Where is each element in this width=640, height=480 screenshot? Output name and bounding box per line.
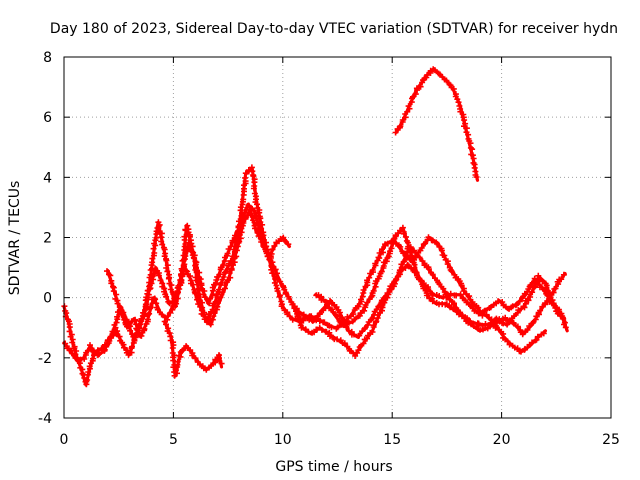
series-markers	[161, 318, 225, 379]
x-axis-label: GPS time / hours	[275, 459, 392, 475]
series-track-5	[291, 261, 547, 359]
y-tick-label: 2	[43, 231, 52, 247]
series-markers	[313, 234, 569, 331]
x-tick-label: 10	[274, 432, 292, 448]
x-tick-label: 5	[169, 432, 178, 448]
y-tick-labels: -4 -2 0 2 4 6 8	[38, 50, 52, 427]
gridlines	[64, 57, 611, 418]
y-tick-label: -4	[38, 411, 52, 427]
series-track-7	[392, 66, 480, 182]
chart-title: Day 180 of 2023, Sidereal Day-to-day VTE…	[50, 21, 618, 37]
series-track-4	[161, 318, 225, 379]
x-tick-label: 15	[383, 432, 401, 448]
plot-area	[61, 66, 569, 388]
series-markers	[61, 164, 567, 388]
y-tick-label: 8	[43, 50, 52, 66]
series-track-2	[62, 202, 567, 363]
y-tick-label: 6	[43, 110, 52, 126]
x-tick-labels: 0 5 10 15 20 25	[60, 432, 620, 448]
series-markers	[392, 66, 480, 180]
x-tick-label: 0	[60, 432, 69, 448]
axis-ticks	[63, 56, 612, 419]
series-track-1	[61, 164, 567, 388]
series-markers	[104, 206, 292, 339]
series-track-3	[104, 206, 292, 339]
y-tick-label: -2	[38, 351, 52, 367]
y-tick-label: 4	[43, 170, 52, 186]
x-tick-label: 20	[493, 432, 511, 448]
series-markers	[62, 202, 567, 363]
series-line	[62, 166, 567, 387]
y-tick-label: 0	[43, 291, 52, 307]
series-track-6	[313, 234, 569, 333]
x-tick-label: 25	[602, 432, 620, 448]
series-markers	[291, 261, 547, 359]
y-axis-label: SDTVAR / TECUs	[7, 181, 23, 296]
